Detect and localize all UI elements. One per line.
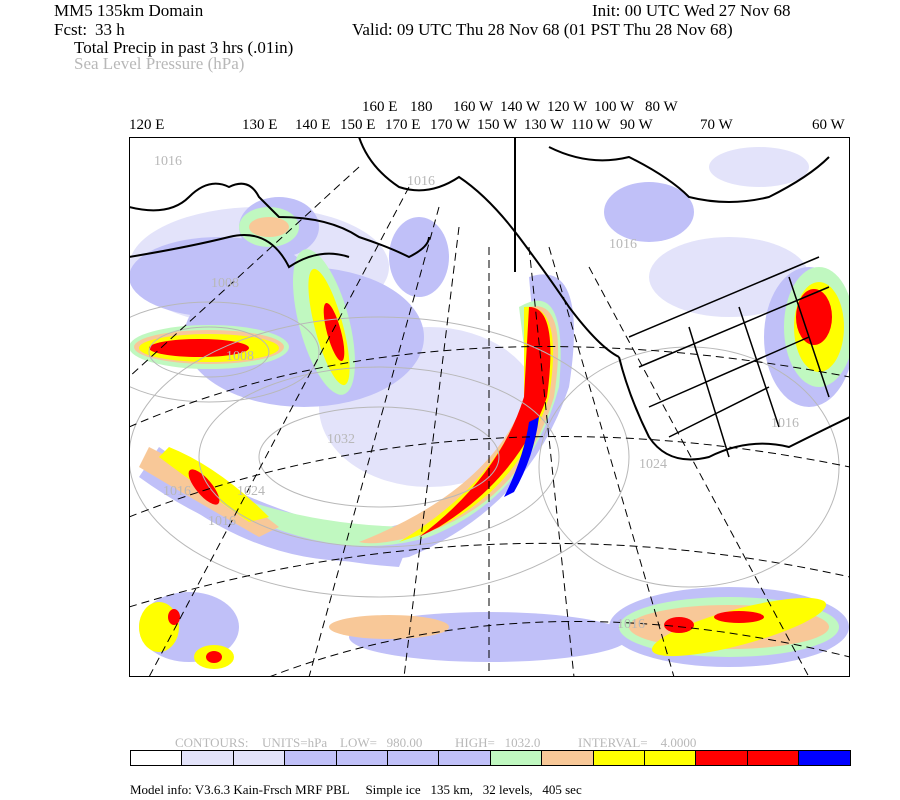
precip-colorbar	[130, 750, 852, 766]
colorbar-cell	[696, 751, 748, 765]
isobar-label: 1024	[237, 484, 265, 499]
field-precip-title: Total Precip in past 3 hrs (.01in)	[74, 38, 294, 57]
colorbar-cell	[182, 751, 234, 765]
lon-label: 120 W	[547, 99, 588, 115]
field-slp-title: Sea Level Pressure (hPa)	[74, 54, 245, 73]
colorbar-cell	[747, 751, 800, 765]
isobar-label: 1008	[226, 349, 254, 364]
precip-map: 1016 1016 1008 1008 1032 1016 1024 1016 …	[129, 137, 850, 677]
init-time: Init: 00 UTC Wed 27 Nov 68	[592, 1, 791, 20]
coastlines	[129, 137, 850, 461]
map-frame	[129, 137, 850, 677]
isobars	[129, 301, 840, 598]
isobar-label: 1008	[211, 276, 239, 291]
isobar-label: 1016	[154, 154, 182, 169]
domain-title: MM5 135km Domain	[54, 1, 204, 20]
lon-label: 130 W	[524, 117, 565, 133]
isobar-label: 1016	[771, 416, 799, 431]
isobar-labels: 1016 1016 1008 1008 1032 1016 1024 1016 …	[154, 154, 799, 632]
colorbar-cell	[490, 751, 543, 765]
colorbar-cell	[644, 751, 697, 765]
model-info: Model info: V3.6.3 Kain-Frsch MRF PBL Si…	[130, 782, 582, 797]
lon-label: 140 W	[500, 99, 541, 115]
forecast-hours: 33 h	[95, 20, 125, 39]
lon-label: 120 E	[129, 117, 165, 133]
colorbar-cell	[439, 751, 491, 765]
forecast-label: Fcst:	[54, 20, 88, 39]
isobar-label: 1016	[617, 617, 645, 632]
lon-label: 130 E	[242, 117, 278, 133]
colorbar-cell	[285, 751, 337, 765]
contour-high: HIGH= 1032.0	[455, 735, 541, 750]
isobar-label: 1016	[208, 514, 236, 529]
lon-label: 160 E	[362, 99, 398, 115]
colorbar-cell	[131, 751, 183, 765]
isobar-label: 1016	[609, 237, 637, 252]
isobar-label: 1016	[163, 484, 191, 499]
lon-label: 180	[410, 99, 433, 115]
lat-lon-grid	[129, 166, 850, 677]
colorbar-cell	[387, 751, 440, 765]
lon-label: 60 W	[812, 117, 845, 133]
contour-interval: INTERVAL= 4.0000	[578, 735, 697, 750]
lon-label: 170 E	[385, 117, 421, 133]
state-borders	[628, 256, 830, 458]
lon-label: 110 W	[571, 117, 611, 133]
lon-label: 150 W	[477, 117, 518, 133]
colorbar-cell	[542, 751, 594, 765]
lon-label: 150 E	[340, 117, 376, 133]
colorbar-cell	[593, 751, 645, 765]
lon-label: 140 E	[295, 117, 331, 133]
colorbar-cell	[233, 751, 286, 765]
lon-label: 170 W	[430, 117, 471, 133]
valid-time: Valid: 09 UTC Thu 28 Nov 68 (01 PST Thu …	[352, 20, 733, 39]
contour-units: UNITS=hPa	[262, 735, 328, 750]
lon-label: 100 W	[594, 99, 635, 115]
isobar-label: 1024	[639, 457, 667, 472]
precip-blue	[504, 417, 539, 497]
lon-label: 70 W	[700, 117, 733, 133]
lon-label: 160 W	[453, 99, 494, 115]
lon-label: 80 W	[645, 99, 678, 115]
isobar-label: 1016	[407, 174, 435, 189]
colorbar-cell	[336, 751, 388, 765]
contours-label: CONTOURS:	[175, 735, 249, 750]
isobar-label: 1032	[327, 432, 355, 447]
contour-low: LOW= 980.00	[340, 735, 423, 750]
lon-label: 90 W	[620, 117, 653, 133]
colorbar-cell	[799, 751, 851, 765]
